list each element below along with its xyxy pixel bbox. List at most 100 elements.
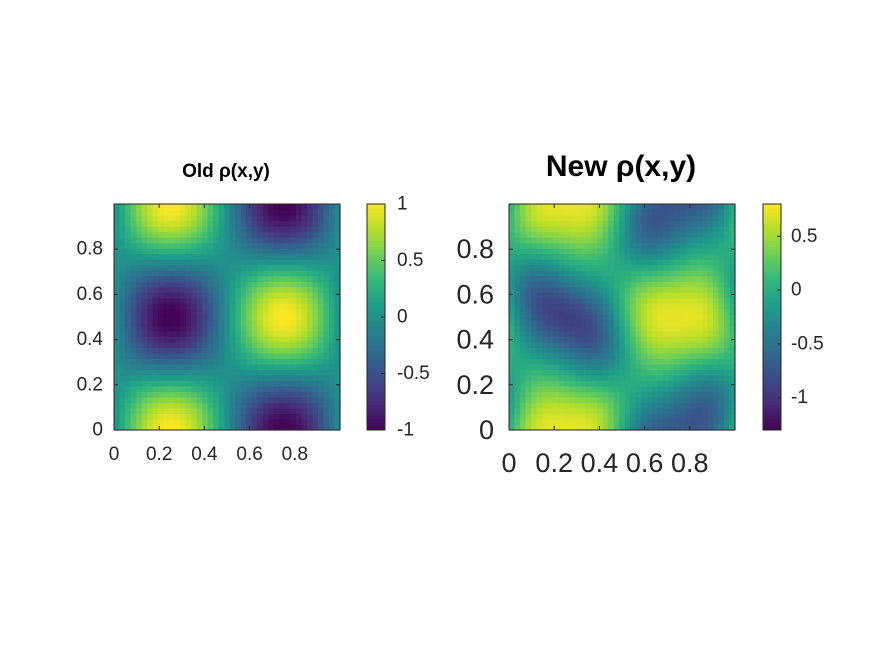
heatmap-cell xyxy=(180,336,187,343)
heatmap-cell xyxy=(119,413,126,420)
heatmap-cell xyxy=(240,341,247,348)
y-tick-label: 0.6 xyxy=(77,284,103,305)
heatmap-cell xyxy=(509,237,516,244)
heatmap-cell xyxy=(334,248,341,255)
heatmap-cell xyxy=(251,226,258,233)
plot-frame-old xyxy=(113,203,341,431)
heatmap-cell xyxy=(718,358,725,365)
heatmap-cell xyxy=(624,385,631,393)
heatmap-cell xyxy=(657,253,664,260)
heatmap-cell xyxy=(679,303,686,310)
heatmap-cell xyxy=(696,275,703,282)
colorbar-segment xyxy=(367,305,385,310)
heatmap-cell xyxy=(525,209,532,216)
heatmap-cell xyxy=(136,237,143,244)
heatmap-cell xyxy=(619,209,626,216)
heatmap-cell xyxy=(619,391,626,398)
heatmap-cell xyxy=(163,385,170,393)
heatmap-cell xyxy=(284,413,291,420)
heatmap-cell xyxy=(163,418,170,426)
heatmap-cell xyxy=(235,402,242,409)
heatmap-cell xyxy=(591,215,598,222)
heatmap-cell xyxy=(174,248,181,255)
heatmap-cell xyxy=(685,297,692,304)
heatmap-cell xyxy=(558,358,565,365)
heatmap-cell xyxy=(591,237,598,244)
heatmap-cell xyxy=(257,303,264,310)
heatmap-cell xyxy=(531,314,538,321)
heatmap-cell xyxy=(246,402,253,409)
heatmap-cell xyxy=(619,418,626,426)
heatmap-cell xyxy=(295,424,303,431)
heatmap-cell xyxy=(136,407,143,415)
heatmap-cell xyxy=(509,292,516,299)
heatmap-cell xyxy=(284,292,291,299)
heatmap-cell xyxy=(509,253,516,260)
heatmap-cell xyxy=(295,363,303,370)
heatmap-cell xyxy=(723,413,731,420)
heatmap-cell xyxy=(196,380,203,387)
colorbar-segment xyxy=(367,370,385,375)
heatmap-cell xyxy=(624,303,631,310)
heatmap-cell xyxy=(169,242,176,249)
heatmap-cell xyxy=(125,336,132,343)
heatmap-cell xyxy=(207,308,214,315)
colorbar-segment xyxy=(763,331,781,335)
heatmap-cell xyxy=(306,209,314,216)
heatmap-cell xyxy=(125,259,132,266)
heatmap-cell xyxy=(591,264,598,271)
colorbar-segment xyxy=(367,353,385,358)
heatmap-cell xyxy=(591,303,598,310)
heatmap-cell xyxy=(674,319,681,326)
heatmap-cell xyxy=(619,237,626,244)
heatmap-cell xyxy=(136,297,143,304)
heatmap-cell xyxy=(174,413,181,420)
heatmap-cell xyxy=(213,237,220,244)
heatmap-cell xyxy=(641,209,648,216)
heatmap-cell xyxy=(575,270,582,277)
heatmap-cell xyxy=(268,253,275,260)
heatmap-cell xyxy=(696,314,703,321)
heatmap-cell xyxy=(613,237,620,244)
heatmap-cell xyxy=(213,319,220,326)
heatmap-cell xyxy=(509,242,516,249)
heatmap-cell xyxy=(158,253,165,260)
heatmap-cell xyxy=(306,418,314,426)
heatmap-cell xyxy=(235,237,242,244)
heatmap-cell xyxy=(712,396,720,404)
heatmap-cell xyxy=(624,275,631,282)
heatmap-cell xyxy=(196,418,203,426)
heatmap-cell xyxy=(279,407,286,415)
heatmap-cell xyxy=(712,209,720,216)
colorbar-segment xyxy=(763,322,781,326)
heatmap-cell xyxy=(525,369,532,376)
heatmap-cell xyxy=(696,259,703,266)
heatmap-cell xyxy=(690,402,698,409)
heatmap-cell xyxy=(564,336,571,343)
heatmap-cell xyxy=(630,308,637,315)
heatmap-cell xyxy=(547,275,554,282)
heatmap-cell xyxy=(147,407,154,415)
heatmap-cell xyxy=(328,374,336,381)
heatmap-cell xyxy=(696,209,703,216)
heatmap-cell xyxy=(564,341,571,348)
colorbar-segment xyxy=(367,331,385,335)
heatmap-cell xyxy=(119,242,126,249)
heatmap-cell xyxy=(553,264,560,271)
heatmap-cell xyxy=(558,330,565,337)
heatmap-cell xyxy=(323,303,330,310)
heatmap-cell xyxy=(229,292,236,299)
heatmap-cell xyxy=(597,418,604,426)
heatmap-cell xyxy=(218,248,225,255)
heatmap-cell xyxy=(624,259,631,266)
heatmap-cell xyxy=(569,396,576,404)
heatmap-cell xyxy=(224,237,231,244)
heatmap-cell xyxy=(520,374,527,381)
heatmap-cell xyxy=(119,407,126,415)
colorbar-segment xyxy=(763,336,781,341)
chart-title-new: New ρ(x,y) xyxy=(546,150,696,183)
heatmap-cell xyxy=(591,259,598,266)
heatmap-cell xyxy=(635,380,642,387)
heatmap-cell xyxy=(679,242,686,249)
heatmap-cell xyxy=(586,341,593,348)
